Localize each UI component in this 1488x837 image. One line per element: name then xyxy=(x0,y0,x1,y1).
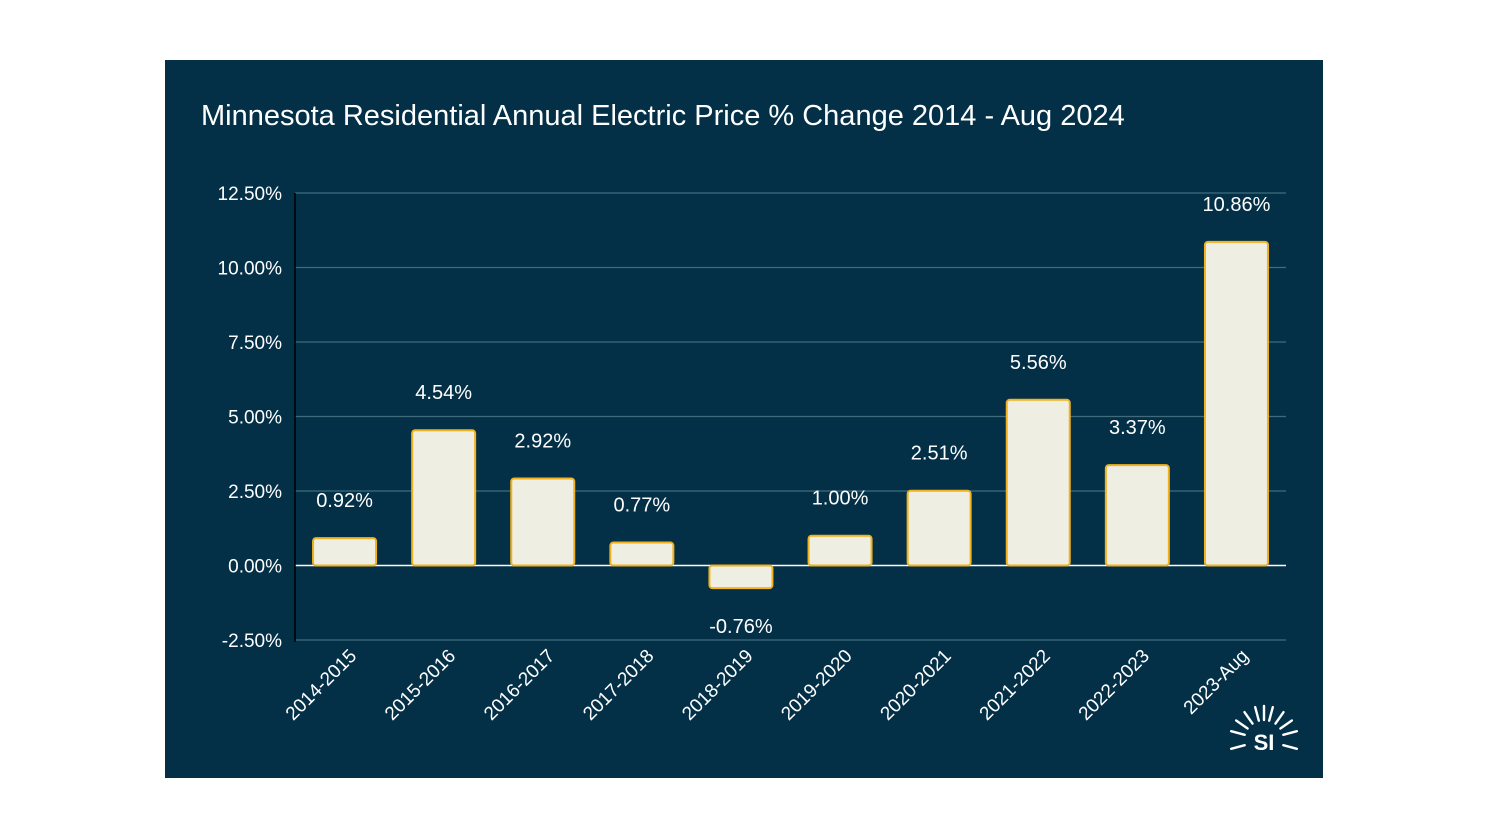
x-axis-ticks: 2014-2015 2015-2016 2016-2017 2017-2018 2018… xyxy=(282,646,1253,725)
data-label: 1.00% xyxy=(812,488,869,510)
logo-ray xyxy=(1229,743,1246,750)
x-tick-label: 2018-2019 xyxy=(678,646,757,725)
y-tick-label: 7.50% xyxy=(228,333,282,354)
si-logo: SI xyxy=(1229,704,1299,755)
data-label: 5.56% xyxy=(1010,352,1067,374)
data-label: 0.92% xyxy=(316,490,373,512)
bar-chart: Minnesota Residential Annual Electric Pr… xyxy=(201,100,1299,755)
y-tick-label: 12.50% xyxy=(218,184,283,205)
logo-ray xyxy=(1282,743,1299,750)
logo-ray xyxy=(1282,730,1299,737)
sun-rays-icon xyxy=(1229,704,1299,750)
logo-ray xyxy=(1274,710,1285,725)
data-label: 2.51% xyxy=(911,443,968,465)
bar-2020-2021 xyxy=(906,489,972,567)
bar-2018-2019 xyxy=(708,564,774,590)
data-label: 2.92% xyxy=(514,430,571,452)
y-tick-label: 0.00% xyxy=(228,557,282,578)
bar-2014-2015 xyxy=(312,537,378,567)
bar-2015-2016 xyxy=(411,429,477,567)
x-tick-label: 2023-Aug xyxy=(1180,646,1253,719)
logo-ray xyxy=(1234,719,1249,730)
x-tick-label: 2014-2015 xyxy=(282,646,361,725)
data-labels: 0.92% 4.54% 2.92% 0.77% -0.76% 1.00% 2.51% 5.56… xyxy=(316,194,1270,638)
data-label: 3.37% xyxy=(1109,417,1166,439)
logo-ray xyxy=(1243,710,1254,725)
bar-2023-Aug xyxy=(1203,240,1269,567)
bar-2021-2022 xyxy=(1005,398,1071,567)
logo-ray xyxy=(1267,705,1274,722)
y-tick-label: 5.00% xyxy=(228,408,282,429)
data-label: 0.77% xyxy=(613,495,670,517)
bar-2016-2017 xyxy=(510,477,576,567)
data-label: 10.86% xyxy=(1203,194,1271,216)
logo-ray xyxy=(1229,730,1246,737)
bar-2019-2020 xyxy=(807,534,873,567)
chart-title: Minnesota Residential Annual Electric Pr… xyxy=(201,100,1125,132)
bar-2017-2018 xyxy=(609,541,675,567)
y-axis-ticks: 12.50% 10.00% 7.50% 5.00% 2.50% 0.00% -2.50% xyxy=(218,184,283,652)
data-label: 4.54% xyxy=(415,382,472,404)
bar-2022-2023 xyxy=(1104,464,1170,567)
x-tick-label: 2016-2017 xyxy=(480,646,559,725)
chart-panel: Minnesota Residential Annual Electric Pr… xyxy=(165,60,1323,778)
data-label: -0.76% xyxy=(709,616,773,638)
x-tick-label: 2019-2020 xyxy=(777,646,856,725)
logo-text: SI xyxy=(1254,730,1275,755)
y-tick-label: -2.50% xyxy=(222,631,282,652)
bars xyxy=(312,240,1269,590)
x-tick-label: 2021-2022 xyxy=(976,646,1055,725)
logo-ray xyxy=(1279,719,1294,730)
x-tick-label: 2017-2018 xyxy=(579,646,658,725)
logo-ray xyxy=(1254,705,1261,722)
x-tick-label: 2022-2023 xyxy=(1075,646,1154,725)
y-tick-label: 2.50% xyxy=(228,482,282,503)
x-tick-label: 2020-2021 xyxy=(877,646,956,725)
y-tick-label: 10.00% xyxy=(218,259,283,280)
x-tick-label: 2015-2016 xyxy=(381,646,460,725)
